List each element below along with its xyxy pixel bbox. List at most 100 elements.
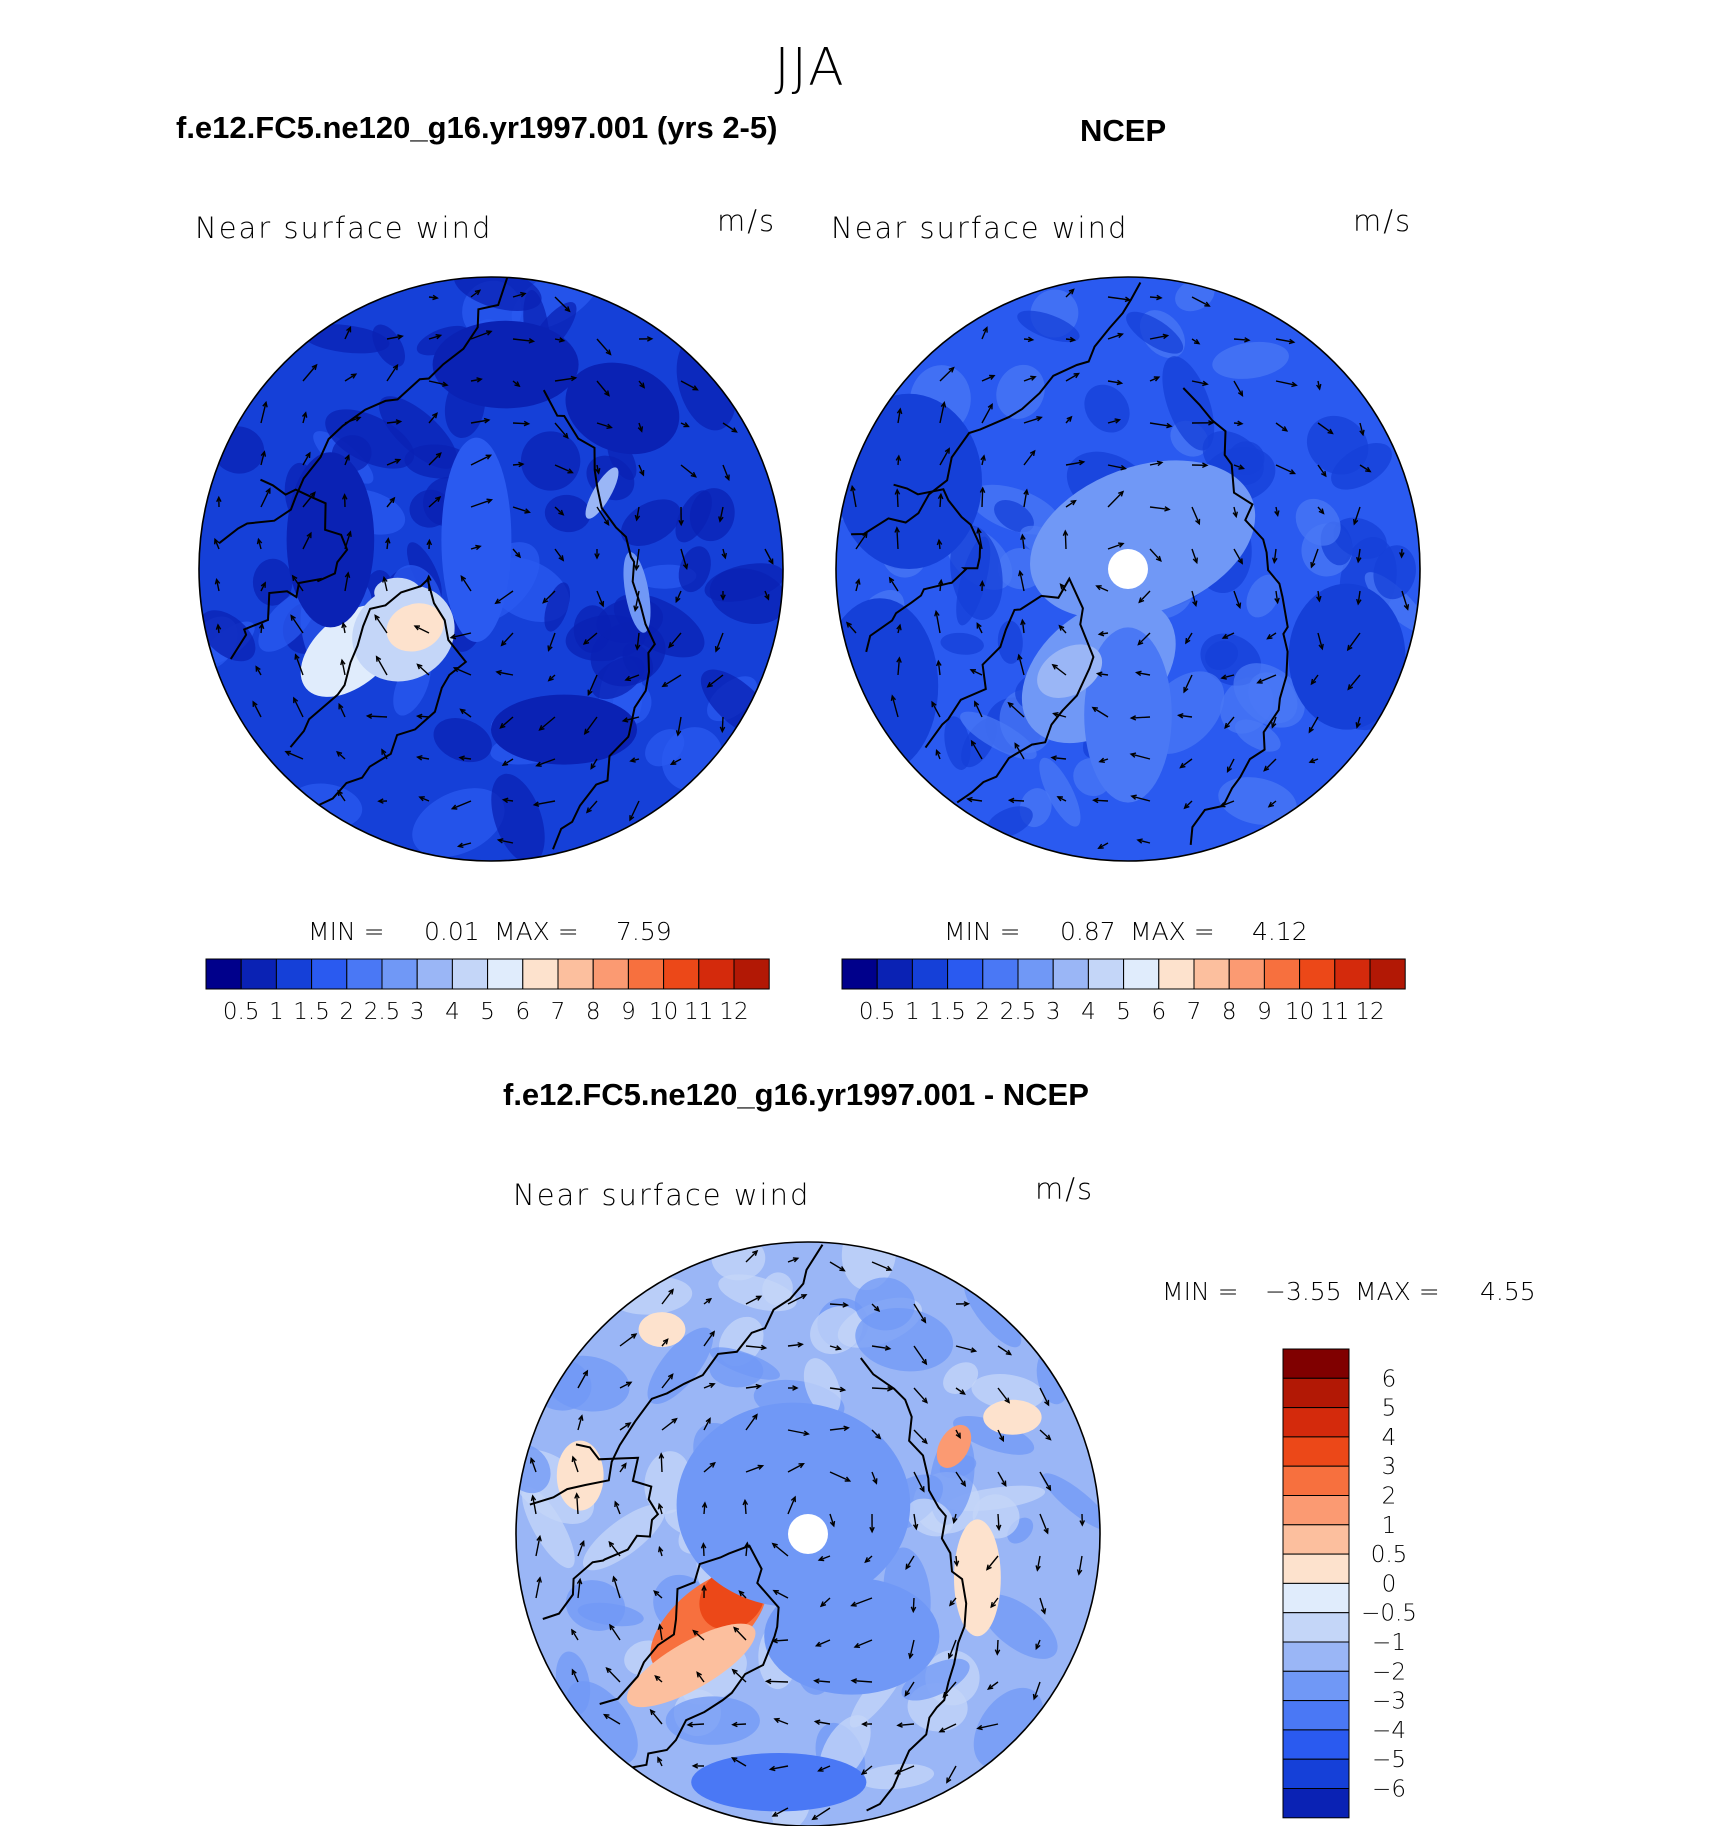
wind-vector-head <box>1052 712 1059 718</box>
field-patch <box>956 536 991 626</box>
wind-vector-head <box>637 426 644 433</box>
wind-vector-head <box>1078 459 1086 466</box>
wind-vector-head <box>1137 639 1144 646</box>
wind-vector <box>342 623 346 634</box>
wind-vector-head <box>435 334 443 340</box>
wind-vector-head <box>415 713 423 720</box>
wind-vector-head <box>442 381 449 387</box>
wind-vector <box>1353 506 1361 525</box>
wind-vector <box>997 1387 1010 1403</box>
wind-vector-head <box>1289 469 1297 475</box>
wind-vector-head <box>1007 797 1015 804</box>
wind-vector <box>1359 464 1371 473</box>
wind-vector-head <box>1043 1527 1049 1535</box>
wind-vector-head <box>309 491 316 498</box>
wind-vector <box>214 539 220 550</box>
wind-vector <box>1221 674 1235 679</box>
wind-vector <box>976 623 983 634</box>
wind-vector-head <box>1155 555 1162 562</box>
wind-vector-head <box>571 1455 577 1463</box>
wind-vector-head <box>608 1540 615 1548</box>
wind-vector <box>1191 296 1210 307</box>
wind-vector-head <box>1023 488 1029 496</box>
wind-vector-head <box>873 1305 881 1313</box>
wind-vector-head <box>944 447 950 454</box>
wind-vector <box>636 506 640 521</box>
wind-vector-head <box>884 1345 892 1351</box>
wind-vector-head <box>1356 556 1362 564</box>
wind-vector-head <box>496 838 504 844</box>
colorbar-swatch <box>698 958 735 990</box>
wind-vector-head <box>1134 670 1142 677</box>
wind-vector <box>614 1501 621 1515</box>
wind-vector <box>1317 590 1321 601</box>
map-field-1 <box>199 277 783 861</box>
wind-vector-head <box>1177 713 1184 719</box>
map-border <box>515 1241 1101 1826</box>
wind-vector <box>344 531 352 550</box>
wind-vector-head <box>1221 633 1229 639</box>
wind-vector-head <box>1156 294 1163 301</box>
colorbar-swatch <box>911 958 949 990</box>
wind-vector-head <box>1066 415 1073 422</box>
field-anomaly <box>836 598 939 774</box>
wind-vector-head <box>861 1721 868 1727</box>
wind-vector <box>302 364 318 382</box>
wind-vector <box>495 590 514 604</box>
wind-vector <box>1078 1555 1083 1575</box>
wind-vector-head <box>952 1517 958 1524</box>
wind-vector-head <box>845 621 852 628</box>
panel-2-min-value: 0.87 <box>1060 917 1116 946</box>
wind-vector-head <box>1130 794 1137 800</box>
panel-3-min-label: MIN = <box>1162 1277 1239 1306</box>
wind-vector <box>745 1385 761 1389</box>
wind-vector-head <box>940 400 947 408</box>
wind-vector-head <box>994 1649 1001 1656</box>
wind-vector <box>905 1555 915 1569</box>
wind-vector-head <box>989 374 996 380</box>
wind-vector <box>470 419 490 424</box>
wind-vector <box>1233 464 1244 470</box>
wind-vector <box>772 1807 789 1817</box>
wind-vector-head <box>731 427 738 433</box>
wind-vector-head <box>905 1563 911 1570</box>
wind-vector <box>635 548 640 570</box>
wind-vector <box>629 800 640 821</box>
wind-vector <box>1021 535 1025 550</box>
field-patch <box>1248 672 1298 724</box>
wind-vector <box>939 580 942 592</box>
wind-vector <box>997 1513 1000 1530</box>
colorbar-tick-label: 7 <box>551 999 566 1025</box>
wind-vector <box>583 632 598 645</box>
colorbar-swatch <box>1123 958 1160 990</box>
wind-vector <box>1039 1471 1052 1491</box>
wind-vector <box>576 1493 579 1515</box>
wind-vector-head <box>709 1330 716 1337</box>
colorbar-tick-label: −5 <box>1372 1747 1406 1773</box>
wind-vector-head <box>908 1652 914 1660</box>
wind-vector <box>452 800 472 810</box>
wind-vector-head <box>755 1295 763 1301</box>
wind-vector <box>636 632 640 650</box>
wind-vector-head <box>1017 653 1023 661</box>
wind-vector-head <box>476 377 483 383</box>
colorbar-swatch <box>487 958 524 990</box>
wind-vector <box>1226 758 1235 772</box>
wind-vector-head <box>494 598 501 605</box>
wind-vector-head <box>375 655 382 662</box>
wind-vector-head <box>558 337 566 343</box>
wind-vector-head <box>1183 803 1190 810</box>
wind-vector-head <box>547 645 553 652</box>
wind-vector-head <box>701 1501 708 1508</box>
field-patch <box>854 1277 916 1331</box>
wind-vector-head <box>1316 595 1322 603</box>
wind-vector <box>650 1709 663 1725</box>
wind-vector-head <box>1014 742 1020 749</box>
wind-vector <box>417 756 430 760</box>
wind-vector-head <box>705 1297 713 1304</box>
field-patch <box>1042 1473 1100 1531</box>
wind-vector-head <box>800 1294 808 1300</box>
wind-vector-head <box>662 1338 669 1345</box>
field-anomaly <box>936 1424 972 1468</box>
field-patch <box>645 729 685 767</box>
